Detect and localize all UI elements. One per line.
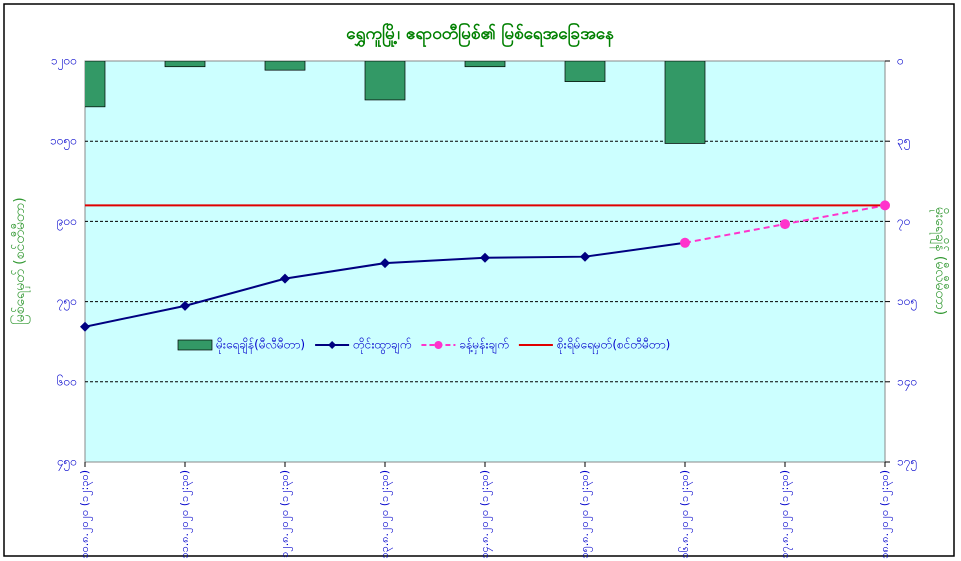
point xyxy=(780,219,790,230)
y2-tick-label: ၇၀ xyxy=(897,214,911,231)
legend-swatch xyxy=(177,339,213,351)
legend-label: တိုင်းထွာချက် xyxy=(353,337,411,355)
legend-label: ခန့်မှန်းချက် xyxy=(459,337,508,355)
x-tick-label: ၁၁.၈.၂၀၂၀ (၁၂:၃၀) xyxy=(178,470,193,559)
y2-tick-label: ၁၄၀ xyxy=(897,374,917,391)
y-tick-label: ၁၀၅၀ xyxy=(50,134,77,151)
y2-tick-label: ၃၅ xyxy=(897,134,911,151)
x-tick-label: ၁၈.၈.၂၀၂၀ (၁၂:၃၀) xyxy=(878,470,893,559)
y-tick-label: ၁၂၀၀ xyxy=(51,54,77,71)
legend-swatch xyxy=(434,341,443,349)
legend-swatch xyxy=(328,341,337,349)
x-tick-label: ၁၅.၈.၂၀၂၀ (၁၂:၃၀) xyxy=(578,470,593,559)
point xyxy=(280,273,290,284)
rain-bar xyxy=(664,61,706,144)
point xyxy=(880,200,890,211)
rain-bar xyxy=(164,61,206,68)
point xyxy=(480,252,490,263)
x-tick-label: ၁၂.၈.၂၀၂၀ (၁၂:၃၀) xyxy=(278,470,293,558)
x-tick-label: ၁၇.၈.၂၀၂၀ (၁၂:၃၀) xyxy=(778,470,793,559)
x-tick-label: ၁၃.၈.၂၀၂၀ (၁၂:၃၀) xyxy=(378,470,393,559)
y-axis-label: မြစ်ရေမှတ် (စင်တီမီတာ) xyxy=(11,197,30,325)
y2-axis-label: မိုးရေချိန် (မီလီမီတာ) xyxy=(930,207,948,315)
rain-bar xyxy=(464,61,506,68)
x-tick-label: ၁၀.၈.၂၀၂၀ (၁၂:၃၀) xyxy=(78,470,93,559)
x-tick-label: ၁၄.၈.၂၀၂၀ (၁၂:၃၀) xyxy=(478,470,493,559)
point xyxy=(80,321,90,332)
y-tick-label: ၄၅၀ xyxy=(57,455,77,472)
chart-title: ရွှေကူမြို့၊ ဧရာဝတီမြစ်၏ မြစ်ရေအခြေအနေ xyxy=(346,21,614,48)
rain-bar xyxy=(364,61,406,101)
rain-bar xyxy=(564,61,606,82)
x-tick-label: ၁၆.၈.၂၀၂၀ (၁၂:၃၀) xyxy=(678,470,693,559)
y-tick-label: ၉၀၀ xyxy=(57,214,77,231)
y-tick-label: ၇၅၀ xyxy=(57,294,77,311)
point xyxy=(180,300,190,311)
y2-tick-label: ၁၀၅ xyxy=(897,294,917,311)
rain-bar xyxy=(264,61,306,71)
y2-tick-label: ၀ xyxy=(897,54,904,68)
legend-label: စိုးရိမ်ရေမှတ်(စင်တီမီတာ) xyxy=(557,337,670,355)
rain-bar xyxy=(85,61,106,108)
y2-tick-label: ၁၇၅ xyxy=(897,455,917,472)
point xyxy=(680,237,690,248)
legend-label: မိုးရေချိန်(မီလီမီတာ) xyxy=(216,337,305,355)
y-tick-label: ၆၀၀ xyxy=(57,373,77,388)
point xyxy=(580,251,590,262)
point xyxy=(380,258,390,269)
